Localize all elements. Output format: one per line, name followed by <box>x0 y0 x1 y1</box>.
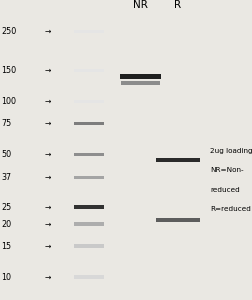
Text: R: R <box>174 1 181 10</box>
Text: →: → <box>44 203 50 212</box>
Bar <box>156 218 200 222</box>
Text: →: → <box>44 66 50 75</box>
Text: 75: 75 <box>1 119 12 128</box>
Text: →: → <box>44 220 50 229</box>
Text: 150: 150 <box>1 66 16 75</box>
Text: 250: 250 <box>1 27 17 36</box>
Bar <box>121 81 160 85</box>
Text: 15: 15 <box>1 242 11 251</box>
Bar <box>120 74 161 79</box>
Text: NR: NR <box>133 1 148 10</box>
Text: →: → <box>44 273 50 282</box>
Text: 25: 25 <box>1 203 12 212</box>
Bar <box>74 206 105 209</box>
Bar <box>74 152 105 156</box>
Bar <box>74 275 105 279</box>
Text: 20: 20 <box>1 220 11 229</box>
Text: →: → <box>44 173 50 182</box>
Bar <box>74 69 105 72</box>
Text: 37: 37 <box>1 173 11 182</box>
Bar <box>74 30 105 33</box>
Text: →: → <box>44 119 50 128</box>
Bar <box>74 122 105 125</box>
Bar <box>74 176 105 179</box>
Text: →: → <box>44 150 50 159</box>
Bar <box>74 100 105 103</box>
Text: reduced: reduced <box>210 187 240 193</box>
Text: 50: 50 <box>1 150 11 159</box>
Text: →: → <box>44 97 50 106</box>
Text: NR=Non-: NR=Non- <box>210 167 244 173</box>
Text: 100: 100 <box>1 97 16 106</box>
Bar <box>156 158 200 162</box>
Text: →: → <box>44 242 50 251</box>
Text: R=reduced: R=reduced <box>210 206 251 212</box>
Text: 10: 10 <box>1 273 11 282</box>
Bar <box>74 244 105 248</box>
Bar <box>74 223 105 226</box>
Text: →: → <box>44 27 50 36</box>
Text: 2ug loading: 2ug loading <box>210 148 252 154</box>
